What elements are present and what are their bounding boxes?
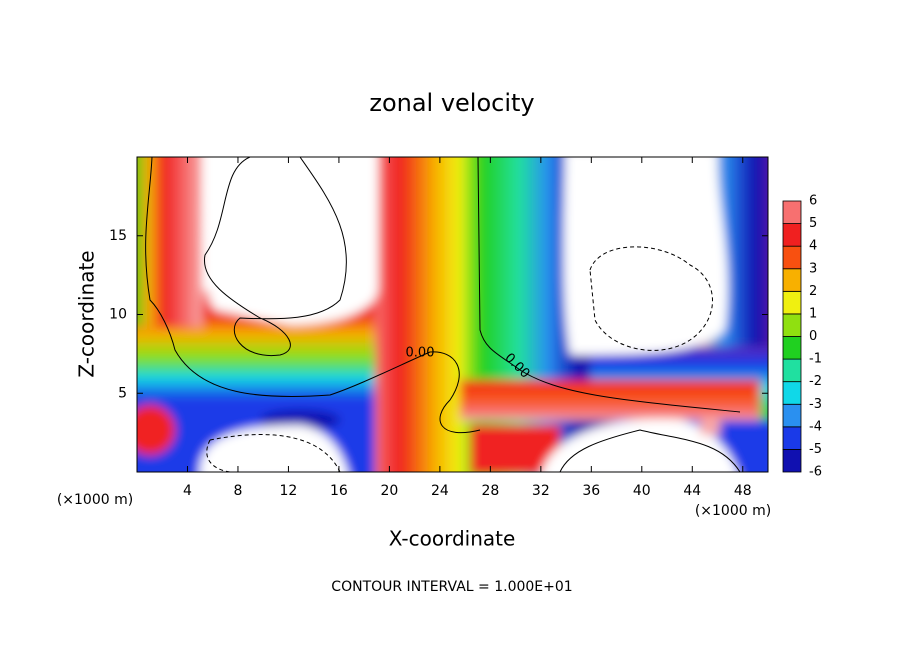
x-tick-label: 28: [481, 483, 499, 499]
contour-label: 0.00: [406, 346, 435, 361]
x-tick-label: 8: [233, 483, 242, 499]
x-tick-label: 40: [633, 483, 651, 499]
colorbar-band: [782, 426, 802, 450]
field-region: [199, 425, 348, 472]
colorbar-label: 1: [809, 306, 817, 321]
colorbar-band: [782, 381, 802, 405]
field-region: [137, 405, 175, 455]
field-region: [205, 157, 378, 325]
x-tick-label: 32: [532, 483, 550, 499]
colorbar-label: 3: [809, 261, 817, 276]
contour-lines: [145, 157, 741, 472]
x-tick-label: 20: [380, 483, 398, 499]
field-region: [137, 157, 202, 327]
colorbar-band: [782, 336, 802, 360]
colorbar-band: [782, 449, 802, 473]
x-tick-label: 36: [582, 483, 600, 499]
x-tick-label: 16: [330, 483, 348, 499]
colorbar-band: [782, 268, 802, 292]
colorbar-label: -4: [809, 419, 822, 434]
chart-title: zonal velocity: [369, 89, 534, 117]
colorbar-label: -1: [809, 352, 822, 367]
y-axis-label: Z-coordinate: [75, 250, 99, 377]
field-region: [541, 419, 738, 472]
footer-note: CONTOUR INTERVAL = 1.000E+01: [331, 579, 572, 595]
colorbar-band: [782, 403, 802, 428]
colorbar-band: [782, 223, 802, 247]
x-tick-label: 48: [734, 483, 752, 499]
colorbar-label: -5: [809, 442, 822, 457]
colorbar-label: 2: [809, 284, 817, 299]
y-unit: (×1000 m): [695, 503, 771, 519]
colorbar-band: [782, 290, 802, 315]
x-tick-label: 24: [431, 483, 449, 499]
y-tick-label: 15: [109, 228, 127, 244]
field-region: [260, 410, 340, 430]
colorbar-label: -3: [809, 397, 822, 412]
colorbar-label: 5: [809, 216, 817, 231]
colorbar-band: [782, 245, 802, 270]
colorbar-band: [782, 358, 802, 383]
x-tick-label: 12: [280, 483, 298, 499]
colorbar-label: -2: [809, 374, 822, 389]
x-unit: (×1000 m): [57, 492, 133, 508]
x-axis-label: X-coordinate: [389, 527, 516, 551]
field-region: [700, 420, 720, 435]
colorbar-label: -6: [809, 465, 822, 480]
colorbar-band: [782, 313, 802, 337]
colorbar-label: 6: [809, 194, 817, 209]
field-region: [460, 380, 760, 420]
x-tick-label: 44: [683, 483, 701, 499]
field-region: [563, 157, 728, 355]
colorbar-band: [782, 200, 802, 224]
y-tick-label: 10: [109, 307, 127, 323]
colorbar-label: 4: [809, 239, 817, 254]
y-tick-label: 5: [118, 385, 127, 401]
colorbar-label: 0: [809, 329, 817, 344]
x-tick-label: 4: [183, 483, 192, 499]
